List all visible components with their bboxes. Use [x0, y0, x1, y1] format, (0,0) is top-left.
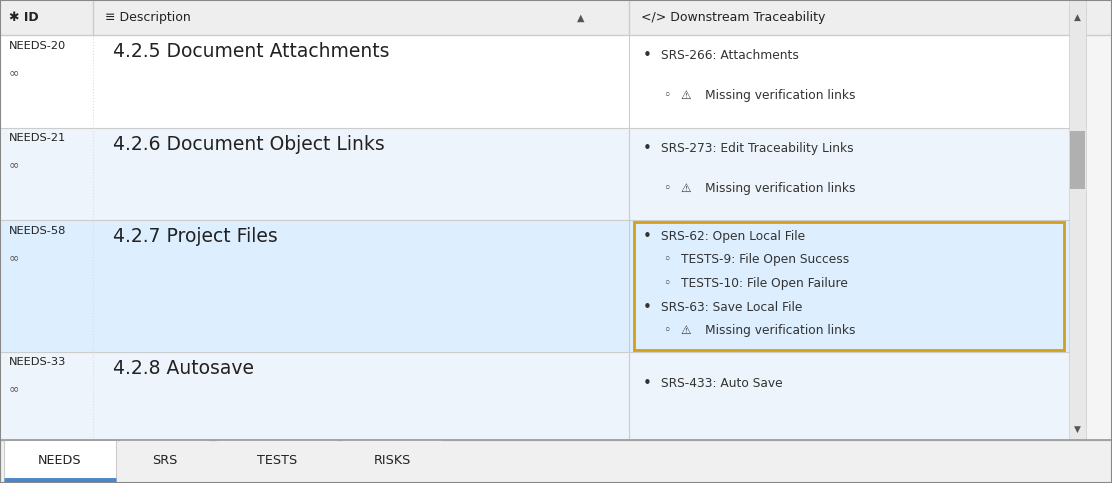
Text: Missing verification links: Missing verification links	[705, 324, 855, 337]
Text: 4.2.8 Autosave: 4.2.8 Autosave	[113, 359, 255, 378]
Text: ▲: ▲	[1074, 13, 1081, 22]
Text: 4.2.5 Document Attachments: 4.2.5 Document Attachments	[113, 42, 390, 61]
Text: SRS: SRS	[152, 455, 177, 468]
Text: ∞: ∞	[9, 66, 19, 79]
Text: RISKS: RISKS	[374, 455, 411, 468]
Text: Missing verification links: Missing verification links	[705, 89, 855, 102]
Bar	[629, 352, 1069, 440]
Text: SRS-433: Auto Save: SRS-433: Auto Save	[661, 377, 782, 390]
Text: Missing verification links: Missing verification links	[705, 182, 855, 195]
Bar	[1069, 0, 1086, 440]
Bar	[4, 440, 116, 481]
Bar	[629, 35, 1069, 128]
Bar	[0, 0, 1112, 35]
Text: ⚠: ⚠	[681, 324, 691, 337]
Text: NEEDS-20: NEEDS-20	[9, 41, 66, 51]
Text: 4.2.7 Project Files: 4.2.7 Project Files	[113, 227, 278, 246]
Bar	[217, 440, 337, 481]
FancyBboxPatch shape	[634, 222, 1064, 350]
Text: SRS-62: Open Local File: SRS-62: Open Local File	[661, 229, 805, 242]
Text: ▲: ▲	[577, 13, 585, 22]
Bar	[0, 128, 629, 220]
Bar	[629, 220, 1069, 352]
Bar	[342, 440, 443, 481]
Text: •: •	[643, 48, 652, 63]
Text: </> Downstream Traceability: </> Downstream Traceability	[641, 11, 825, 24]
Text: ⧉: ⧉	[1074, 13, 1081, 22]
Text: ≡ Description: ≡ Description	[105, 11, 190, 24]
Text: SRS-266: Attachments: SRS-266: Attachments	[661, 49, 798, 62]
Text: •: •	[643, 228, 652, 243]
Text: TESTS-9: File Open Success: TESTS-9: File Open Success	[681, 253, 848, 266]
Text: NEEDS-21: NEEDS-21	[9, 133, 66, 143]
Text: ✱ ID: ✱ ID	[9, 11, 39, 24]
Text: NEEDS-33: NEEDS-33	[9, 357, 67, 368]
Text: TESTS: TESTS	[257, 455, 297, 468]
Bar	[0, 440, 1112, 483]
Text: SRS-273: Edit Traceability Links: SRS-273: Edit Traceability Links	[661, 142, 853, 155]
Bar	[0, 35, 629, 128]
Text: ⚠: ⚠	[681, 182, 691, 195]
Bar	[120, 440, 209, 481]
Text: ◦: ◦	[663, 89, 671, 102]
Text: ▼: ▼	[1074, 426, 1081, 434]
Text: NEEDS-58: NEEDS-58	[9, 226, 67, 236]
Text: ∞: ∞	[9, 383, 19, 396]
Text: ◦: ◦	[663, 277, 671, 290]
Text: ◦: ◦	[663, 324, 671, 337]
Text: •: •	[643, 376, 652, 391]
Text: ∞: ∞	[9, 251, 19, 264]
Bar	[629, 128, 1069, 220]
Bar	[0, 220, 629, 352]
Text: ∞: ∞	[9, 158, 19, 171]
Text: SRS-63: Save Local File: SRS-63: Save Local File	[661, 300, 802, 313]
Text: ◦: ◦	[663, 253, 671, 266]
Text: ◦: ◦	[663, 182, 671, 195]
Bar	[0, 352, 629, 440]
Text: NEEDS: NEEDS	[38, 455, 82, 468]
Text: TESTS-10: File Open Failure: TESTS-10: File Open Failure	[681, 277, 847, 290]
Text: 4.2.6 Document Object Links: 4.2.6 Document Object Links	[113, 135, 385, 154]
Bar	[1070, 131, 1085, 189]
Text: ⚠: ⚠	[681, 89, 691, 102]
Text: •: •	[643, 141, 652, 156]
Text: •: •	[643, 299, 652, 314]
